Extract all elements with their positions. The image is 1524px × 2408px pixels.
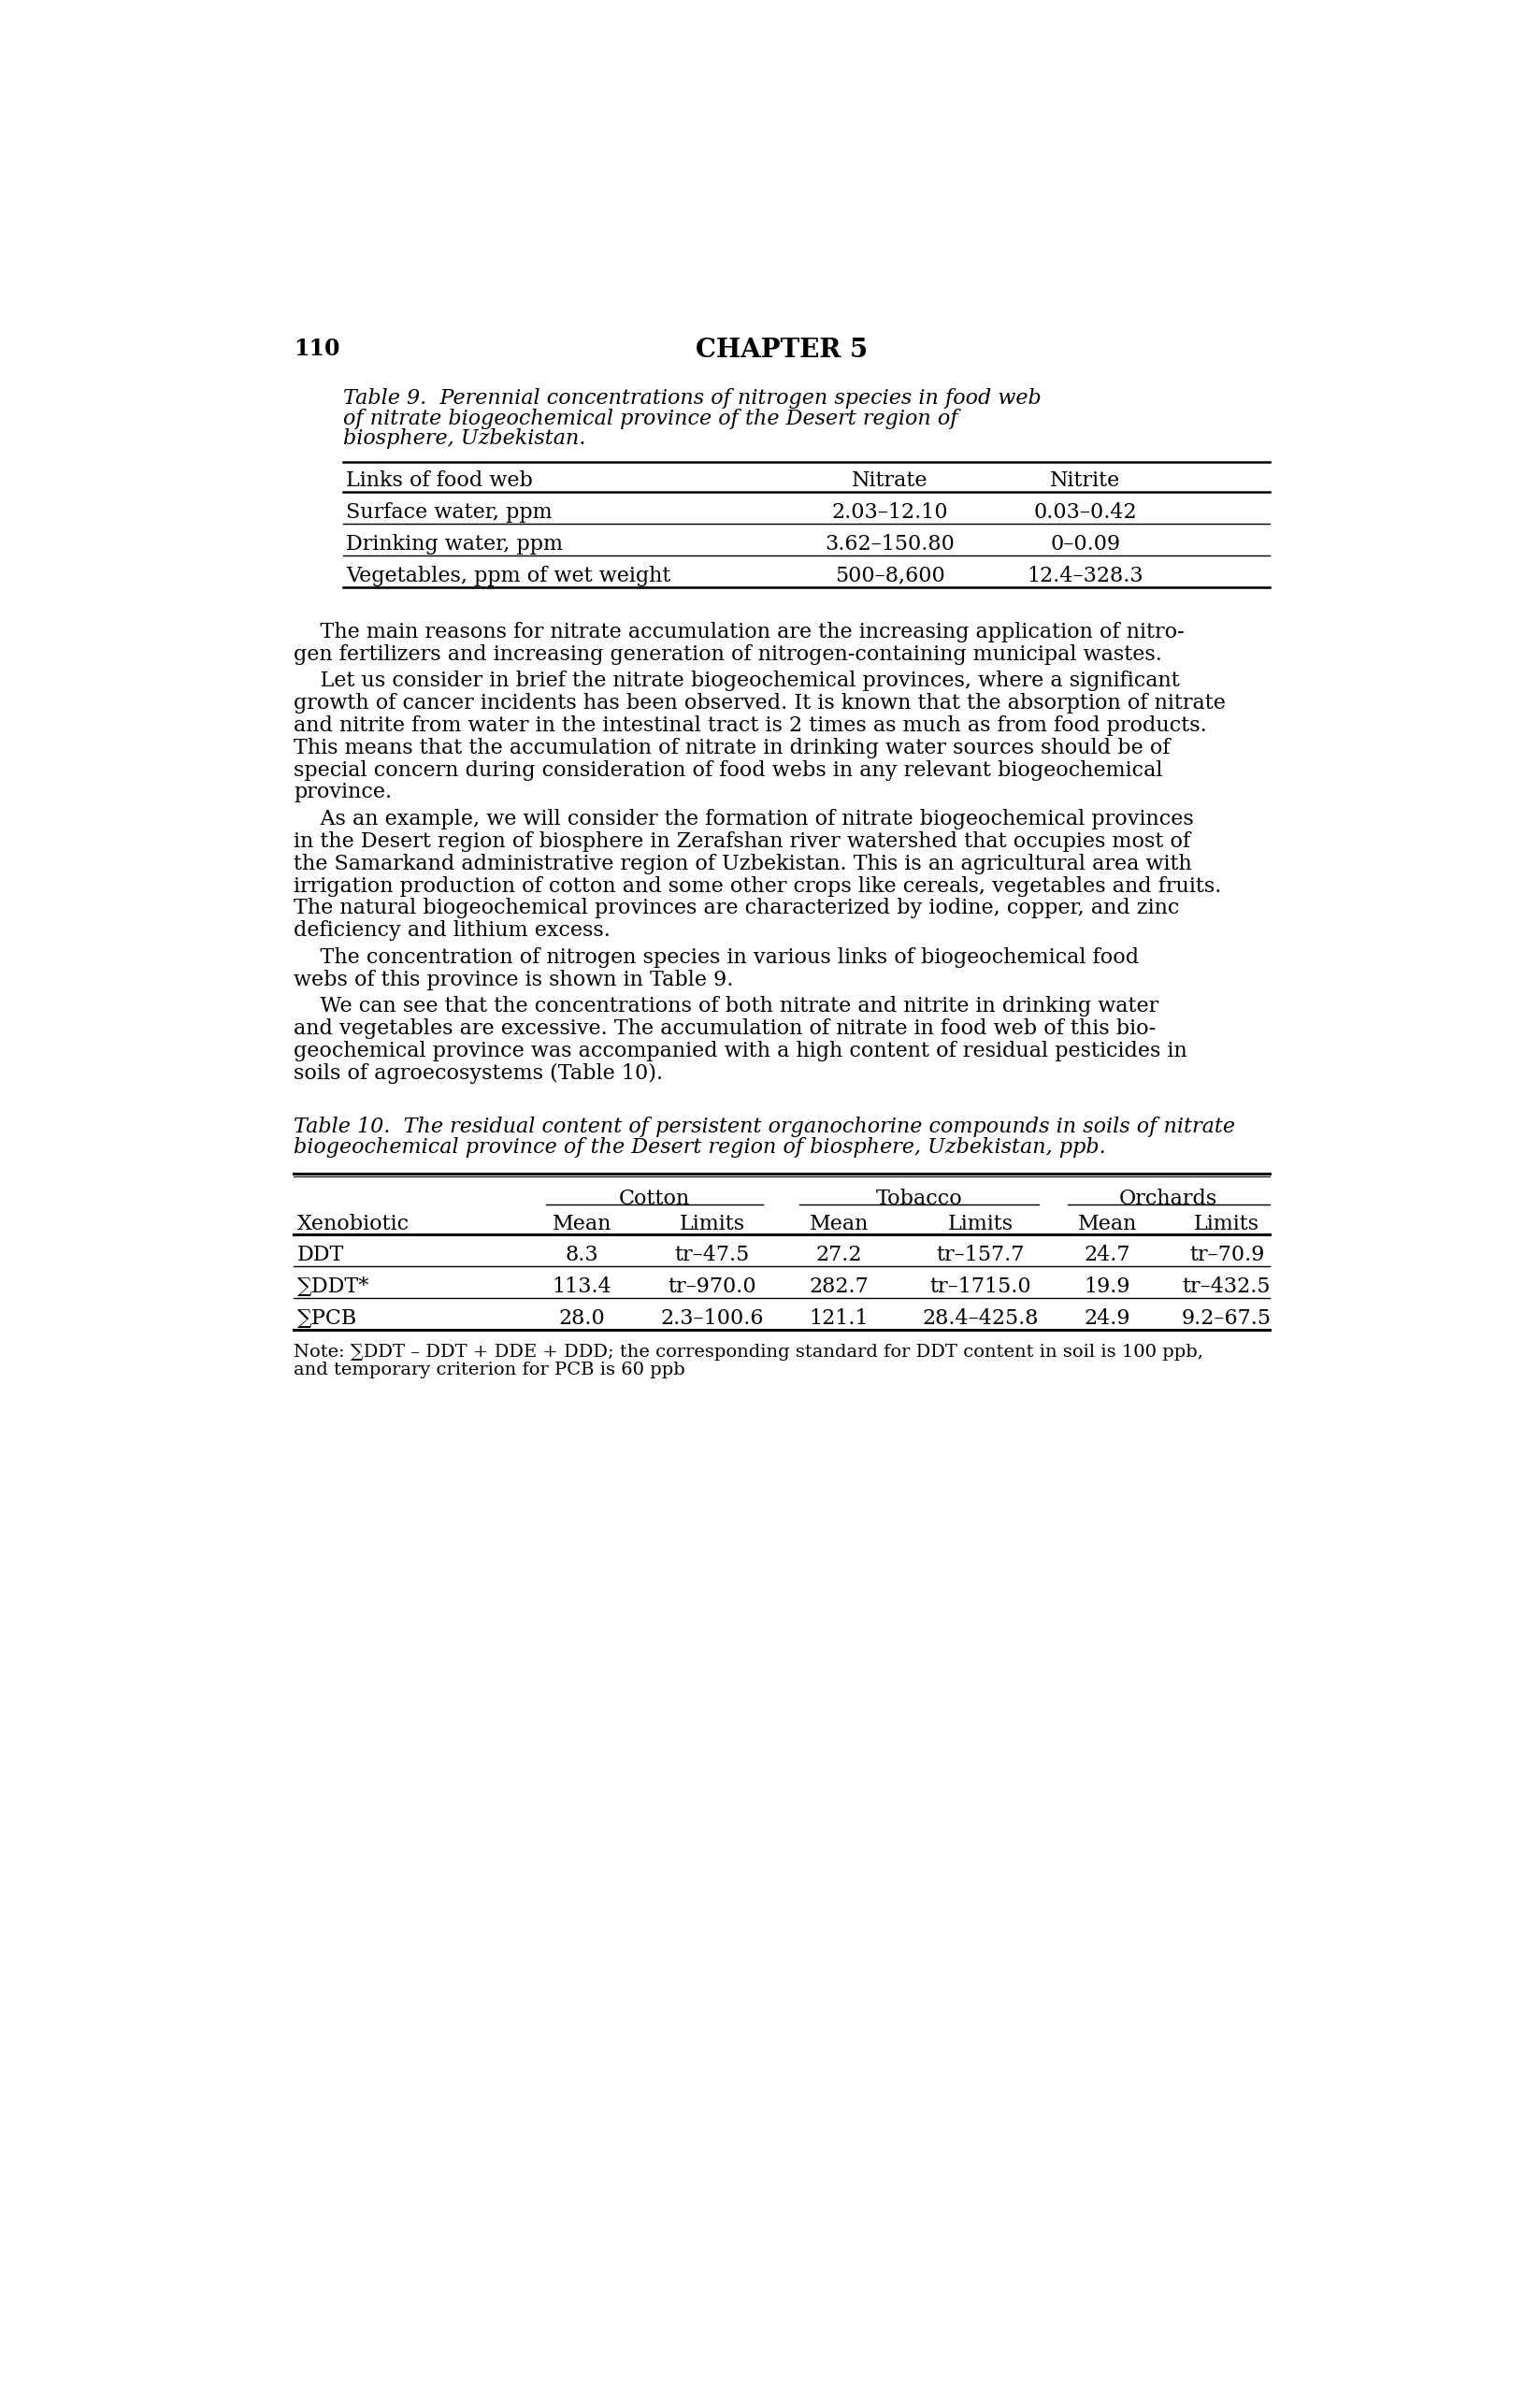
Text: The natural biogeochemical provinces are characterized by iodine, copper, and zi: The natural biogeochemical provinces are… bbox=[293, 898, 1178, 920]
Text: 0–0.09: 0–0.09 bbox=[1050, 535, 1120, 554]
Text: gen fertilizers and increasing generation of nitrogen-containing municipal waste: gen fertilizers and increasing generatio… bbox=[293, 643, 1161, 665]
Text: 110: 110 bbox=[293, 337, 340, 361]
Text: province.: province. bbox=[293, 783, 392, 802]
Text: 500–8,600: 500–8,600 bbox=[834, 566, 945, 585]
Text: This means that the accumulation of nitrate in drinking water sources should be : This means that the accumulation of nitr… bbox=[293, 737, 1169, 759]
Text: geochemical province was accompanied with a high content of residual pesticides : geochemical province was accompanied wit… bbox=[293, 1040, 1186, 1062]
Text: in the Desert region of biosphere in Zerafshan river watershed that occupies mos: in the Desert region of biosphere in Zer… bbox=[293, 831, 1190, 852]
Text: tr–157.7: tr–157.7 bbox=[936, 1245, 1024, 1264]
Text: of nitrate biogeochemical province of the Desert region of: of nitrate biogeochemical province of th… bbox=[343, 409, 957, 429]
Text: Vegetables, ppm of wet weight: Vegetables, ppm of wet weight bbox=[346, 566, 671, 585]
Text: special concern during consideration of food webs in any relevant biogeochemical: special concern during consideration of … bbox=[293, 761, 1161, 780]
Text: Tobacco: Tobacco bbox=[875, 1187, 962, 1209]
Text: 28.0: 28.0 bbox=[558, 1308, 605, 1329]
Text: The concentration of nitrogen species in various links of biogeochemical food: The concentration of nitrogen species in… bbox=[293, 946, 1138, 968]
Text: Links of food web: Links of food web bbox=[346, 470, 533, 491]
Text: deficiency and lithium excess.: deficiency and lithium excess. bbox=[293, 920, 610, 942]
Text: 8.3: 8.3 bbox=[565, 1245, 599, 1264]
Text: Drinking water, ppm: Drinking water, ppm bbox=[346, 535, 562, 554]
Text: irrigation production of cotton and some other crops like cereals, vegetables an: irrigation production of cotton and some… bbox=[293, 877, 1221, 896]
Text: 9.2–67.5: 9.2–67.5 bbox=[1181, 1308, 1271, 1329]
Text: Mean: Mean bbox=[552, 1214, 611, 1235]
Text: Orchards: Orchards bbox=[1119, 1187, 1218, 1209]
Text: 282.7: 282.7 bbox=[809, 1276, 869, 1298]
Text: 27.2: 27.2 bbox=[815, 1245, 861, 1264]
Text: 113.4: 113.4 bbox=[552, 1276, 611, 1298]
Text: Table 10.  The residual content of persistent organochorine compounds in soils o: Table 10. The residual content of persis… bbox=[293, 1117, 1234, 1137]
Text: 0.03–0.42: 0.03–0.42 bbox=[1033, 503, 1137, 523]
Text: 24.7: 24.7 bbox=[1084, 1245, 1129, 1264]
Text: and temporary criterion for PCB is 60 ppb: and temporary criterion for PCB is 60 pp… bbox=[293, 1361, 684, 1377]
Text: Cotton: Cotton bbox=[619, 1187, 689, 1209]
Text: Nitrate: Nitrate bbox=[852, 470, 928, 491]
Text: tr–47.5: tr–47.5 bbox=[675, 1245, 750, 1264]
Text: growth of cancer incidents has been observed. It is known that the absorption of: growth of cancer incidents has been obse… bbox=[293, 694, 1225, 713]
Text: Note: ∑DDT – DDT + DDE + DDD; the corresponding standard for DDT content in soil: Note: ∑DDT – DDT + DDE + DDD; the corres… bbox=[293, 1344, 1202, 1361]
Text: Surface water, ppm: Surface water, ppm bbox=[346, 503, 552, 523]
Text: 2.03–12.10: 2.03–12.10 bbox=[831, 503, 948, 523]
Text: tr–432.5: tr–432.5 bbox=[1183, 1276, 1269, 1298]
Text: Nitrite: Nitrite bbox=[1050, 470, 1120, 491]
Text: Mean: Mean bbox=[809, 1214, 869, 1235]
Text: biogeochemical province of the Desert region of biosphere, Uzbekistan, ppb.: biogeochemical province of the Desert re… bbox=[293, 1137, 1105, 1158]
Text: 12.4–328.3: 12.4–328.3 bbox=[1027, 566, 1143, 585]
Text: We can see that the concentrations of both nitrate and nitrite in drinking water: We can see that the concentrations of bo… bbox=[293, 997, 1158, 1016]
Text: 19.9: 19.9 bbox=[1084, 1276, 1129, 1298]
Text: ∑PCB: ∑PCB bbox=[297, 1308, 357, 1329]
Text: Table 9.  Perennial concentrations of nitrogen species in food web: Table 9. Perennial concentrations of nit… bbox=[343, 388, 1041, 409]
Text: DDT: DDT bbox=[297, 1245, 344, 1264]
Text: tr–1715.0: tr–1715.0 bbox=[930, 1276, 1030, 1298]
Text: the Samarkand administrative region of Uzbekistan. This is an agricultural area : the Samarkand administrative region of U… bbox=[293, 852, 1192, 874]
Text: and vegetables are excessive. The accumulation of nitrate in food web of this bi: and vegetables are excessive. The accumu… bbox=[293, 1019, 1155, 1038]
Text: Limits: Limits bbox=[946, 1214, 1012, 1235]
Text: 3.62–150.80: 3.62–150.80 bbox=[824, 535, 954, 554]
Text: 28.4–425.8: 28.4–425.8 bbox=[922, 1308, 1038, 1329]
Text: tr–70.9: tr–70.9 bbox=[1189, 1245, 1263, 1264]
Text: 2.3–100.6: 2.3–100.6 bbox=[660, 1308, 764, 1329]
Text: Let us consider in brief the nitrate biogeochemical provinces, where a significa: Let us consider in brief the nitrate bio… bbox=[293, 669, 1180, 691]
Text: Limits: Limits bbox=[1193, 1214, 1259, 1235]
Text: As an example, we will consider the formation of nitrate biogeochemical province: As an example, we will consider the form… bbox=[293, 809, 1193, 828]
Text: 121.1: 121.1 bbox=[809, 1308, 869, 1329]
Text: tr–970.0: tr–970.0 bbox=[668, 1276, 756, 1298]
Text: Limits: Limits bbox=[680, 1214, 745, 1235]
Text: biosphere, Uzbekistan.: biosphere, Uzbekistan. bbox=[343, 429, 585, 450]
Text: Mean: Mean bbox=[1077, 1214, 1137, 1235]
Text: 24.9: 24.9 bbox=[1084, 1308, 1129, 1329]
Text: ∑DDT*: ∑DDT* bbox=[297, 1276, 369, 1298]
Text: The main reasons for nitrate accumulation are the increasing application of nitr: The main reasons for nitrate accumulatio… bbox=[293, 621, 1184, 643]
Text: webs of this province is shown in Table 9.: webs of this province is shown in Table … bbox=[293, 970, 733, 990]
Text: and nitrite from water in the intestinal tract is 2 times as much as from food p: and nitrite from water in the intestinal… bbox=[293, 715, 1205, 737]
Text: Xenobiotic: Xenobiotic bbox=[297, 1214, 410, 1235]
Text: soils of agroecosystems (Table 10).: soils of agroecosystems (Table 10). bbox=[293, 1062, 663, 1084]
Text: CHAPTER 5: CHAPTER 5 bbox=[695, 337, 867, 364]
